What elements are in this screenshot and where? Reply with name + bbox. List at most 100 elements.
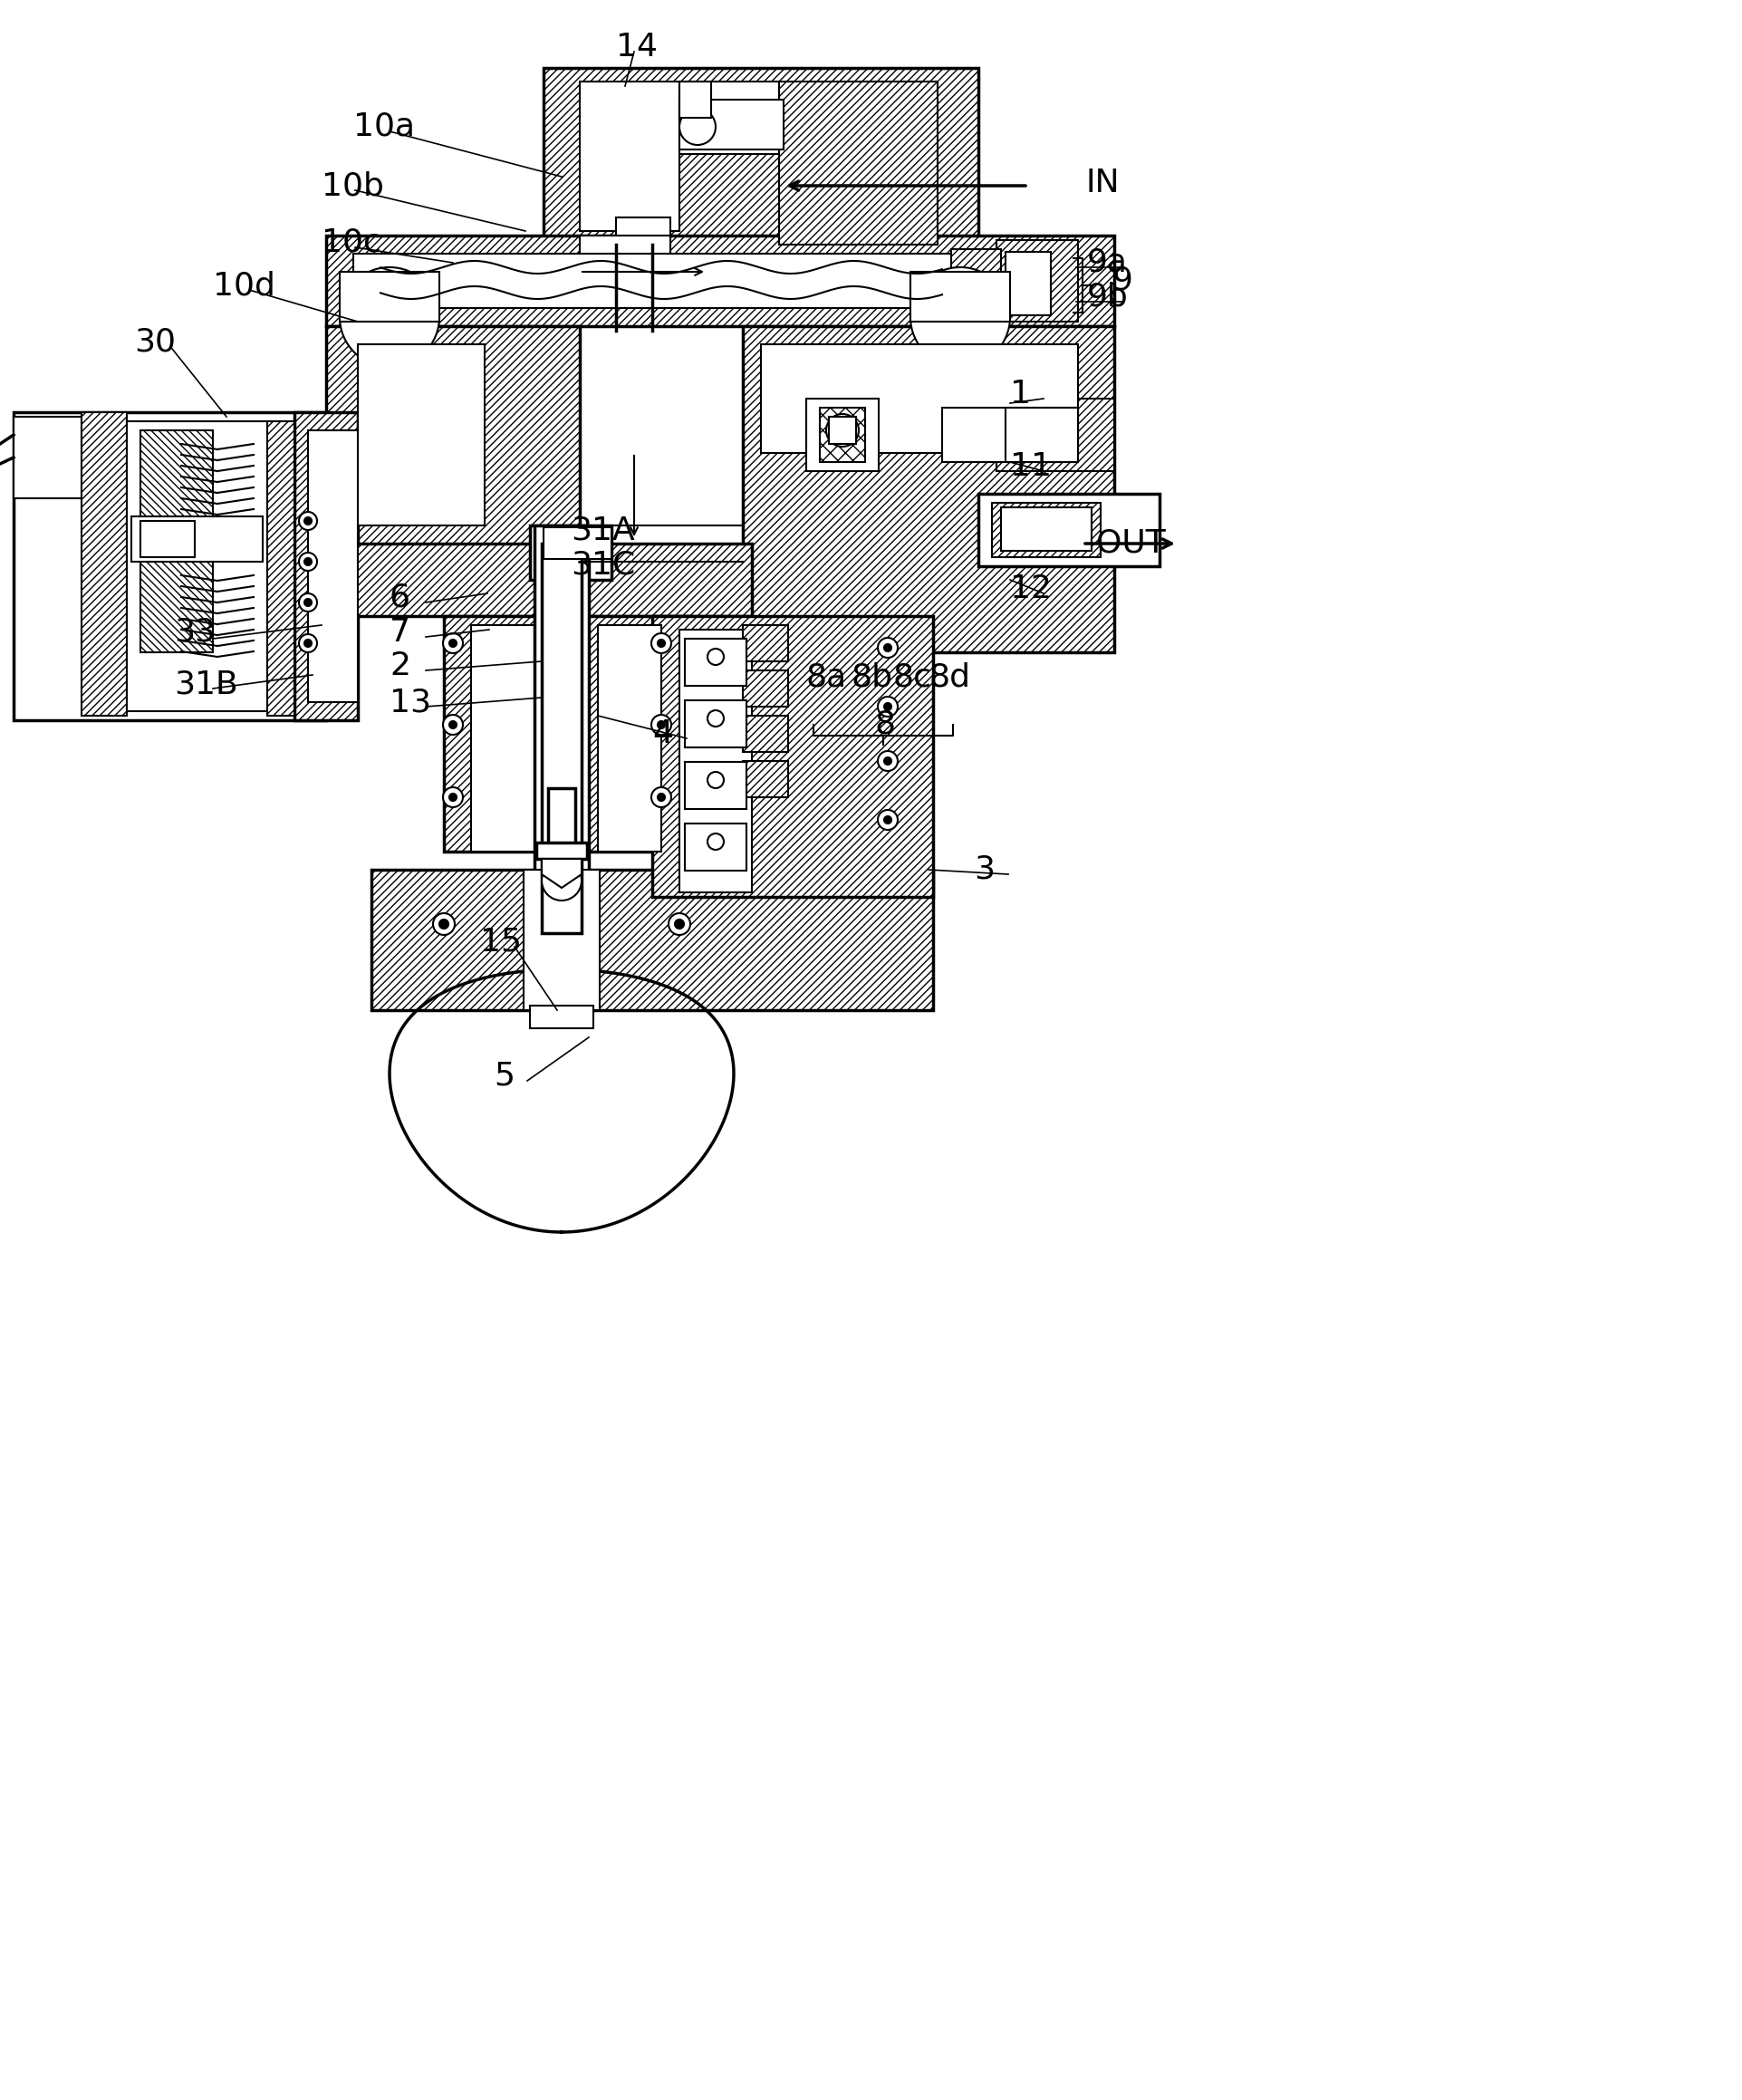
Bar — [742, 326, 1115, 653]
Bar — [951, 286, 1002, 317]
Circle shape — [707, 834, 723, 850]
Bar — [14, 412, 326, 720]
Bar — [742, 716, 787, 752]
Bar — [544, 67, 979, 244]
Text: 31C: 31C — [571, 548, 636, 580]
Circle shape — [885, 645, 892, 651]
Text: 8a: 8a — [807, 661, 847, 693]
Text: 1: 1 — [1010, 378, 1031, 410]
Text: 4: 4 — [652, 718, 672, 750]
Circle shape — [300, 512, 317, 529]
Bar — [685, 638, 746, 687]
Bar — [652, 615, 934, 897]
Bar — [308, 430, 357, 701]
Text: 7: 7 — [390, 617, 411, 647]
Circle shape — [658, 720, 665, 729]
Circle shape — [442, 634, 463, 653]
Circle shape — [300, 594, 317, 611]
Bar — [444, 615, 688, 853]
Bar — [617, 218, 671, 290]
Circle shape — [707, 710, 723, 727]
Bar — [294, 412, 357, 720]
Text: 9: 9 — [1113, 265, 1132, 296]
Bar — [942, 407, 1078, 462]
Circle shape — [300, 552, 317, 571]
Bar — [537, 842, 587, 859]
Circle shape — [449, 640, 456, 647]
Bar — [470, 626, 535, 853]
Circle shape — [300, 634, 317, 653]
Circle shape — [439, 920, 448, 928]
Bar — [544, 527, 611, 559]
Bar — [357, 344, 484, 525]
Circle shape — [885, 817, 892, 823]
Bar — [679, 82, 711, 118]
Text: 6: 6 — [390, 582, 411, 613]
Bar — [1005, 407, 1078, 462]
Text: 12: 12 — [1010, 573, 1052, 605]
Bar — [685, 762, 746, 808]
Text: 9b: 9b — [1087, 281, 1129, 313]
Text: 10c: 10c — [322, 227, 381, 258]
Bar — [1005, 252, 1050, 315]
Text: 3: 3 — [974, 855, 995, 884]
Circle shape — [658, 794, 665, 800]
Text: 11: 11 — [1010, 452, 1052, 483]
Circle shape — [652, 714, 671, 735]
Bar — [326, 235, 1115, 325]
Text: 31B: 31B — [174, 668, 239, 699]
Bar — [82, 412, 127, 716]
Circle shape — [652, 634, 671, 653]
Circle shape — [674, 920, 685, 928]
Circle shape — [442, 714, 463, 735]
Bar — [761, 344, 1078, 454]
Bar — [951, 250, 1002, 281]
Circle shape — [885, 758, 892, 764]
Circle shape — [885, 704, 892, 710]
Text: 2: 2 — [390, 651, 411, 680]
Bar — [679, 630, 753, 892]
Text: 10d: 10d — [213, 271, 275, 300]
Circle shape — [305, 598, 312, 607]
Circle shape — [442, 788, 463, 806]
Bar — [580, 235, 671, 286]
Circle shape — [449, 720, 456, 729]
Bar — [820, 407, 866, 462]
Bar — [991, 502, 1101, 556]
Bar — [530, 1006, 594, 1029]
Bar — [549, 788, 575, 846]
Text: 8b: 8b — [852, 661, 894, 693]
Circle shape — [449, 794, 456, 800]
Polygon shape — [542, 859, 582, 888]
Bar — [340, 271, 439, 321]
Text: OUT: OUT — [1096, 529, 1165, 559]
Bar — [742, 760, 787, 798]
Circle shape — [878, 811, 897, 830]
Circle shape — [878, 697, 897, 716]
Bar — [807, 399, 878, 470]
Circle shape — [658, 640, 665, 647]
Bar — [580, 82, 679, 231]
Text: 9a: 9a — [1087, 248, 1127, 277]
Text: 10a: 10a — [354, 111, 415, 143]
Circle shape — [826, 414, 859, 447]
Bar — [996, 399, 1115, 470]
Circle shape — [305, 559, 312, 565]
Bar — [685, 823, 746, 872]
Bar — [141, 430, 213, 521]
Circle shape — [679, 109, 716, 145]
Text: 33: 33 — [174, 617, 216, 647]
Circle shape — [911, 267, 1010, 367]
Text: 5: 5 — [493, 1060, 514, 1092]
Bar — [524, 869, 599, 1010]
Bar — [829, 416, 855, 443]
Circle shape — [340, 267, 439, 367]
Text: 8d: 8d — [928, 661, 970, 693]
Text: 13: 13 — [390, 687, 432, 718]
Bar — [14, 416, 82, 498]
Circle shape — [669, 914, 690, 934]
Text: 8c: 8c — [892, 661, 932, 693]
Bar — [742, 626, 787, 662]
Bar — [141, 521, 195, 557]
Circle shape — [878, 752, 897, 771]
